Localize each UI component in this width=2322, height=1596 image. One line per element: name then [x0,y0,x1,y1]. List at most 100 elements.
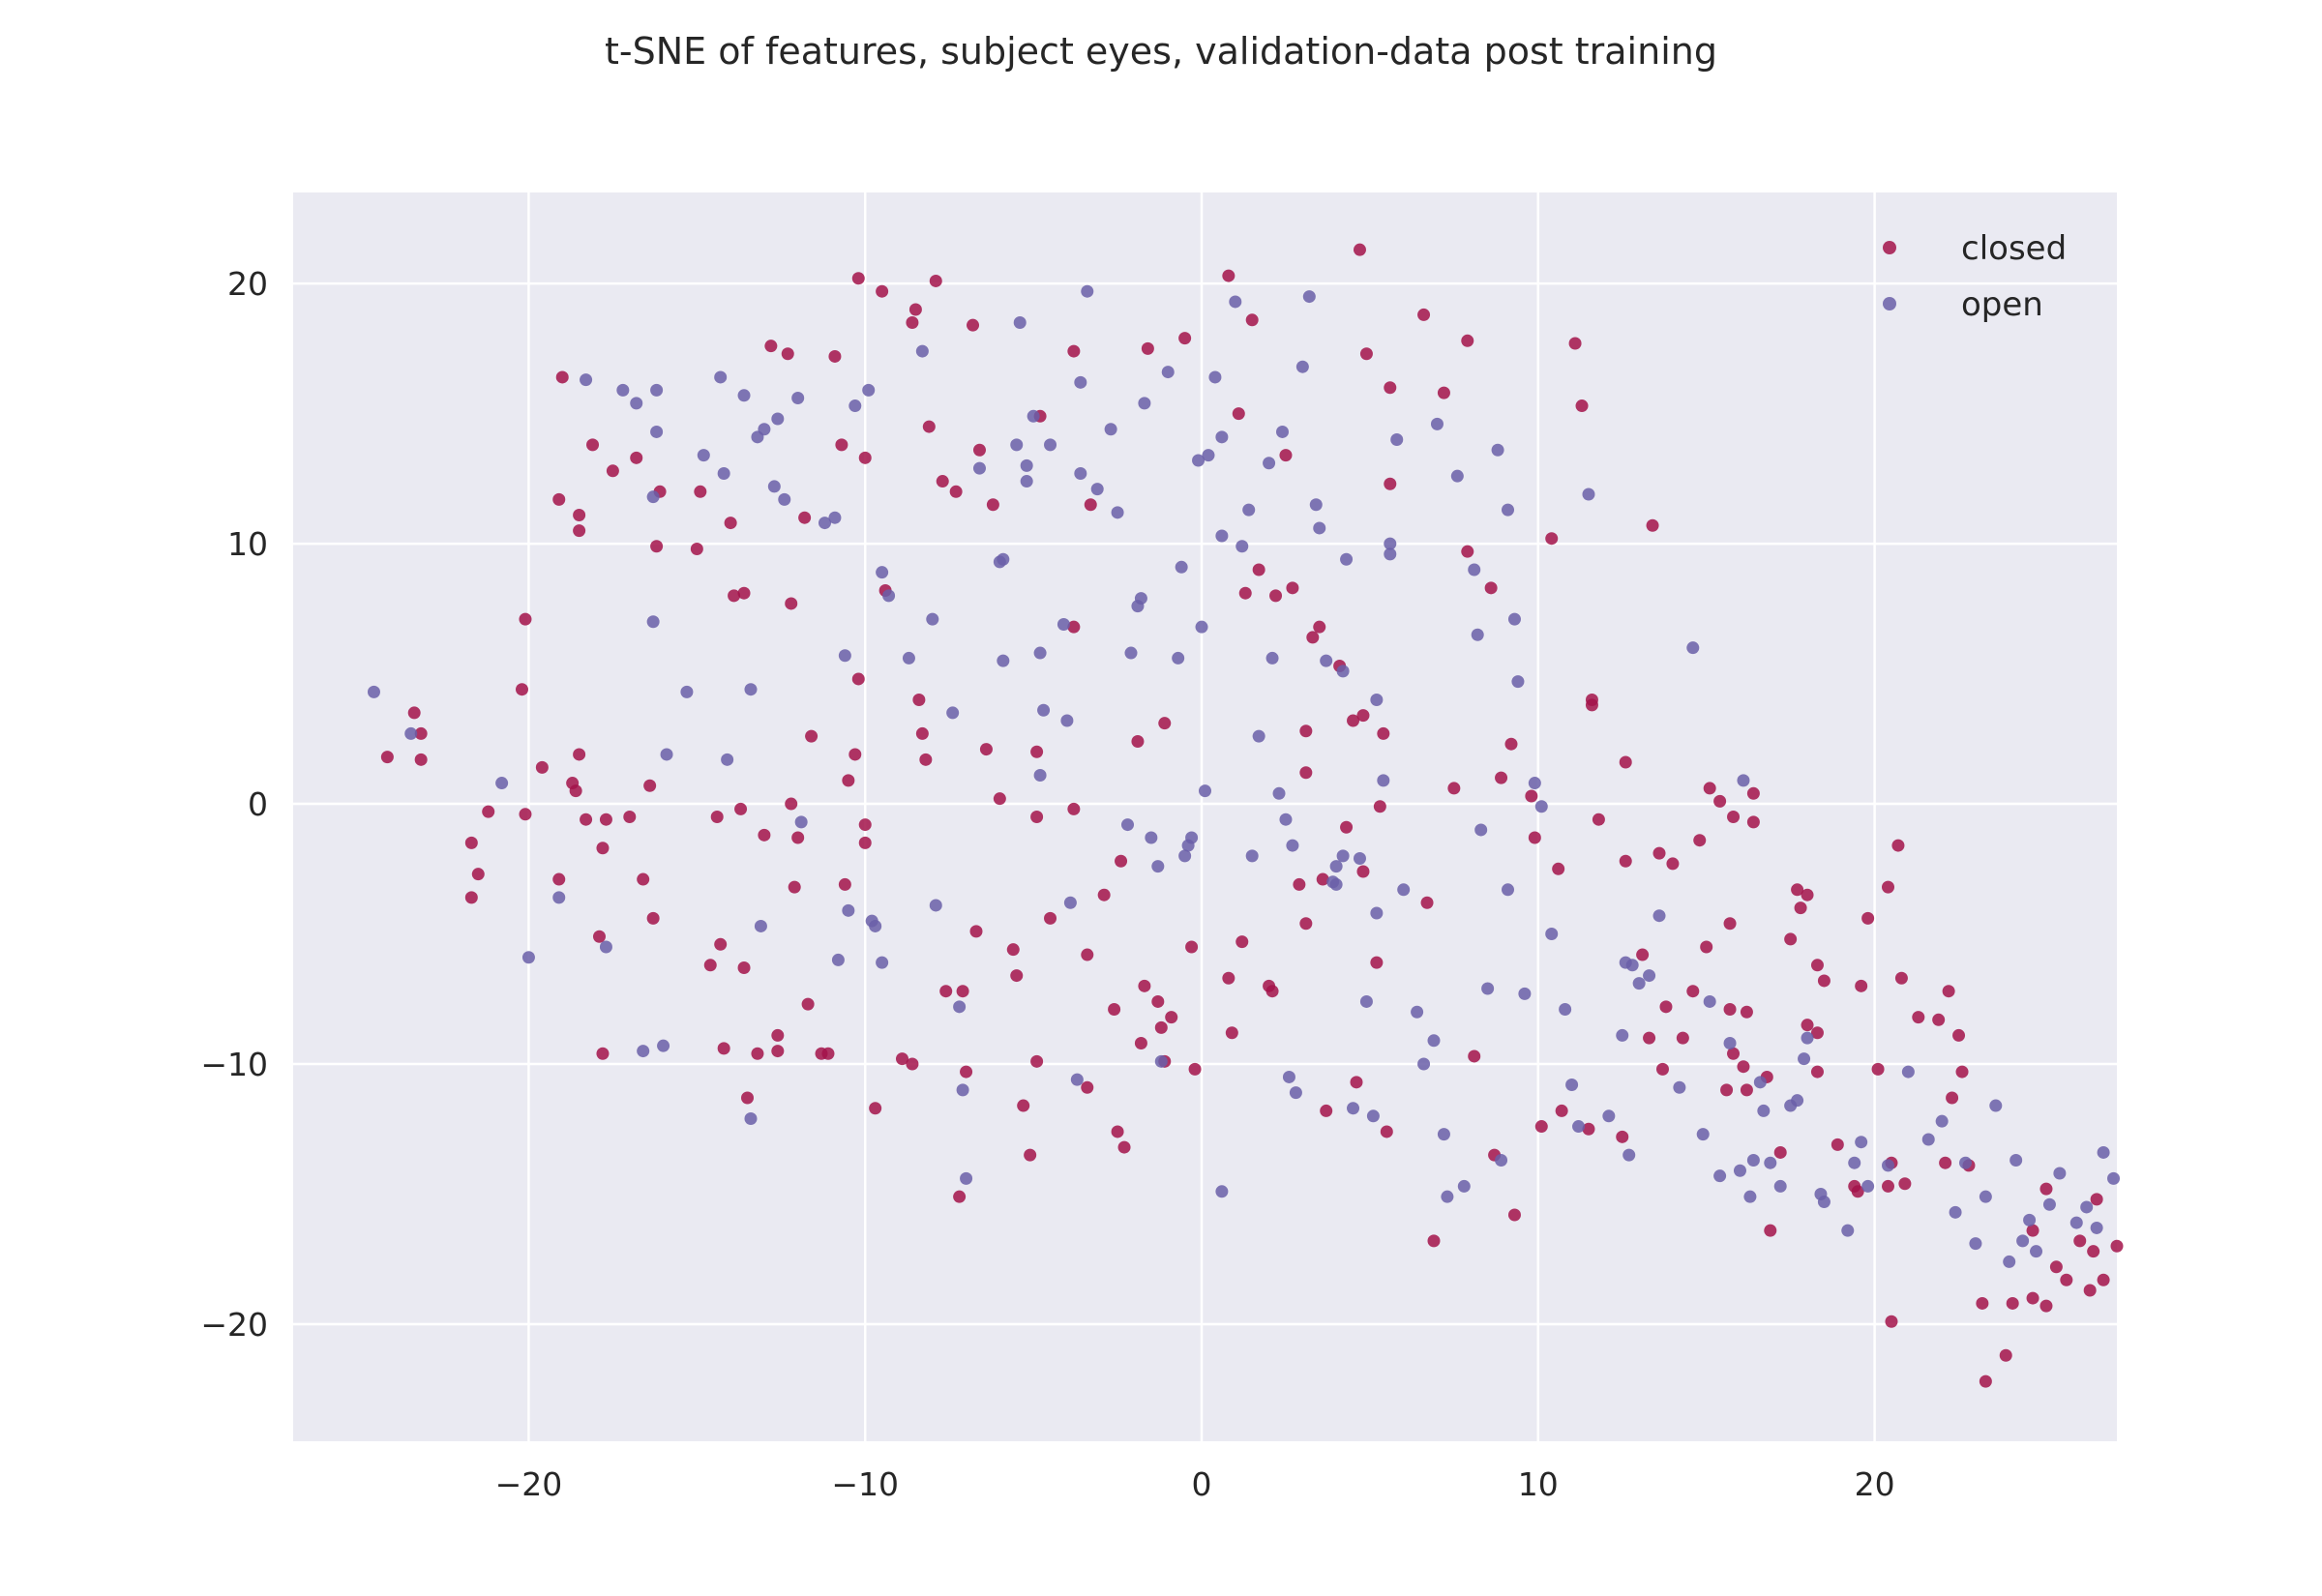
data-point-open [1340,552,1354,566]
data-point-closed [741,1091,755,1105]
data-point-closed [906,1057,919,1071]
data-point-closed [1932,1013,1946,1026]
data-point-open [1185,831,1199,844]
data-point-open [1457,1179,1471,1193]
data-point-closed [1484,581,1498,595]
data-point-closed [1165,1011,1178,1024]
data-point-closed [1377,726,1390,740]
data-point-open [1121,818,1135,832]
data-point-open [1753,1076,1767,1089]
data-point-closed [1320,1104,1333,1117]
plot-area [293,192,2124,1441]
data-point-open [1773,1179,1787,1193]
data-point-open [956,1083,969,1097]
data-point-closed [1067,620,1081,634]
y-tick-label: −10 [200,1046,268,1083]
data-point-closed [380,751,394,764]
data-point-closed [1293,877,1306,891]
data-point-closed [728,589,741,603]
data-point-open [1161,366,1175,379]
x-tick-label: −20 [495,1465,563,1503]
data-point-open [1081,284,1094,298]
data-point-closed [1528,831,1541,844]
data-point-closed [1592,813,1605,826]
data-point-open [521,951,535,964]
data-point-open [1743,1190,1757,1203]
data-point-closed [592,930,606,943]
data-point-open [848,399,862,413]
data-point-closed [1134,1036,1147,1049]
data-point-closed [650,540,664,553]
chart-title: t-SNE of features, subject eyes, validat… [605,30,1717,73]
data-point-closed [2039,1299,2053,1313]
data-point-open [1138,397,1151,410]
data-point-open [1582,488,1595,501]
data-point-closed [912,693,926,706]
data-point-open [680,685,694,698]
data-point-closed [1912,1011,1925,1024]
data-point-open [1632,977,1646,990]
data-point-open [1481,982,1495,995]
data-point-open [1070,1073,1084,1086]
data-point-closed [407,706,421,720]
data-point-open [758,423,771,436]
data-point-closed [1952,1028,1966,1042]
data-point-open [1013,315,1027,329]
data-point-open [1347,1102,1360,1115]
data-point-open [2097,1145,2110,1159]
data-point-closed [519,612,532,626]
data-point-closed [1686,985,1700,998]
legend-marker-open [1883,297,1896,310]
data-point-open [660,748,673,761]
data-point-open [1027,409,1040,423]
data-point-closed [569,784,582,798]
data-point-open [630,397,643,410]
data-point-closed [1245,313,1259,327]
data-point-closed [851,672,865,686]
data-point-closed [953,1190,967,1203]
data-point-closed [1269,589,1283,603]
data-point-open [1534,800,1548,813]
data-point-open [646,490,660,504]
data-point-open [1949,1205,1962,1219]
data-point-closed [2026,1224,2039,1237]
data-point-closed [1353,243,1366,256]
data-point-closed [1359,347,1373,361]
data-point-closed [637,872,650,886]
data-point-closed [1976,1296,1989,1310]
data-point-open [1366,1109,1380,1123]
data-point-closed [1340,820,1354,834]
data-point-open [1192,454,1206,467]
data-point-open [1861,1179,1875,1193]
data-point-closed [758,828,771,842]
data-point-closed [1097,888,1111,901]
data-point-open [1737,774,1750,787]
data-point-closed [1703,782,1716,795]
data-point-open [1673,1080,1686,1094]
data-point-closed [1746,786,1760,800]
data-point-closed [1885,1315,1898,1328]
data-point-closed [1067,344,1081,358]
data-point-open [1764,1156,1777,1169]
data-point-closed [1720,1083,1734,1097]
data-point-open [580,373,593,387]
data-point-closed [1447,782,1461,795]
data-point-closed [703,959,717,972]
data-point-open [1495,1154,1508,1167]
data-point-closed [858,836,872,849]
data-point-closed [993,792,1006,806]
data-point-closed [2073,1234,2087,1248]
data-point-closed [979,743,993,756]
data-point-open [2003,1255,2016,1268]
data-point-closed [781,347,794,361]
data-point-open [1733,1164,1746,1177]
data-point-open [862,383,876,397]
data-point-closed [1356,709,1370,723]
data-point-closed [1252,563,1265,576]
data-point-open [650,383,664,397]
data-point-open [1989,1099,2003,1112]
data-point-closed [1659,1000,1673,1014]
data-point-open [778,492,791,506]
data-point-open [1528,777,1541,790]
